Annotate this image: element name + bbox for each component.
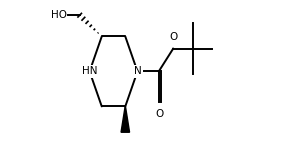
Text: HN: HN — [82, 66, 97, 76]
Text: O: O — [156, 109, 164, 119]
Text: O: O — [169, 32, 177, 42]
Text: HO: HO — [51, 10, 67, 20]
Text: N: N — [133, 66, 141, 76]
Polygon shape — [121, 106, 130, 132]
